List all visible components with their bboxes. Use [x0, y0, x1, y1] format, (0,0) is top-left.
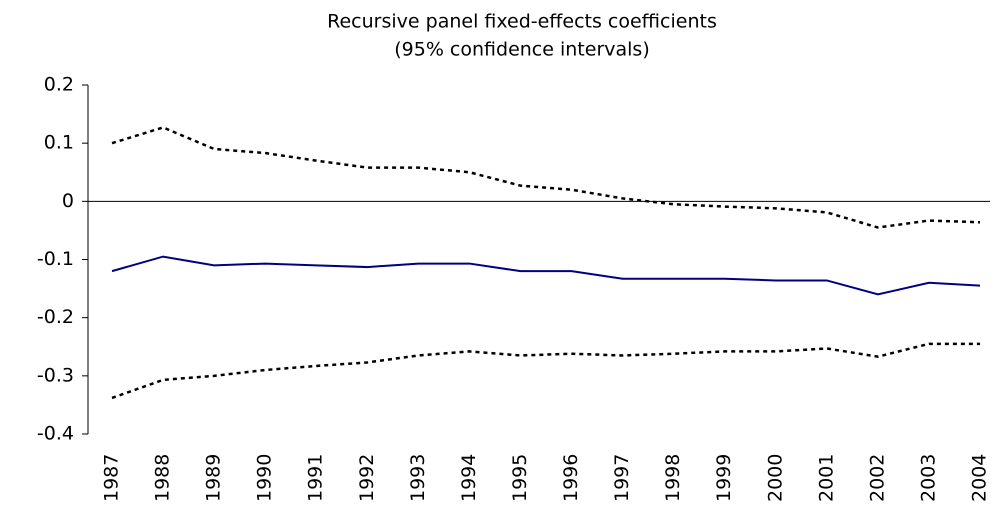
x-tick-label: 2003 [917, 454, 939, 502]
y-tick-label: 0.1 [44, 132, 74, 154]
series-line [111, 126, 981, 229]
chart-title: Recursive panel fixed-effects coefficien… [327, 11, 717, 33]
x-tick-label: 1991 [305, 454, 327, 502]
x-tick-label: 1996 [560, 454, 582, 502]
series-line [111, 342, 981, 400]
chart-subtitle: (95% confidence intervals) [394, 39, 649, 61]
y-tick-label: -0.1 [37, 248, 74, 270]
x-tick-label: 1988 [152, 454, 174, 502]
y-tick-label: -0.3 [37, 364, 74, 386]
x-tick-label: 1987 [101, 454, 123, 502]
x-tick-label: 1990 [254, 454, 276, 502]
x-tick-label: 1994 [458, 454, 480, 502]
x-tick-label: 2001 [815, 454, 837, 502]
x-tick-label: 1997 [611, 454, 633, 502]
x-tick-label: 1995 [509, 454, 531, 502]
x-tick-label: 2002 [866, 454, 888, 502]
x-tick-label: 1999 [713, 454, 735, 502]
x-tick-label: 2004 [969, 454, 991, 502]
x-tick-label: 1992 [356, 454, 378, 502]
y-tick-label: 0.2 [44, 74, 74, 96]
y-tick-label: -0.4 [37, 423, 74, 445]
y-tick-label: 0 [62, 190, 74, 212]
x-tick-label: 1993 [407, 454, 429, 502]
y-tick-label: -0.2 [37, 306, 74, 328]
series-line [111, 255, 981, 296]
x-tick-label: 1989 [203, 454, 225, 502]
x-tick-label: 1998 [662, 454, 684, 502]
x-tick-label: 2000 [764, 454, 786, 502]
